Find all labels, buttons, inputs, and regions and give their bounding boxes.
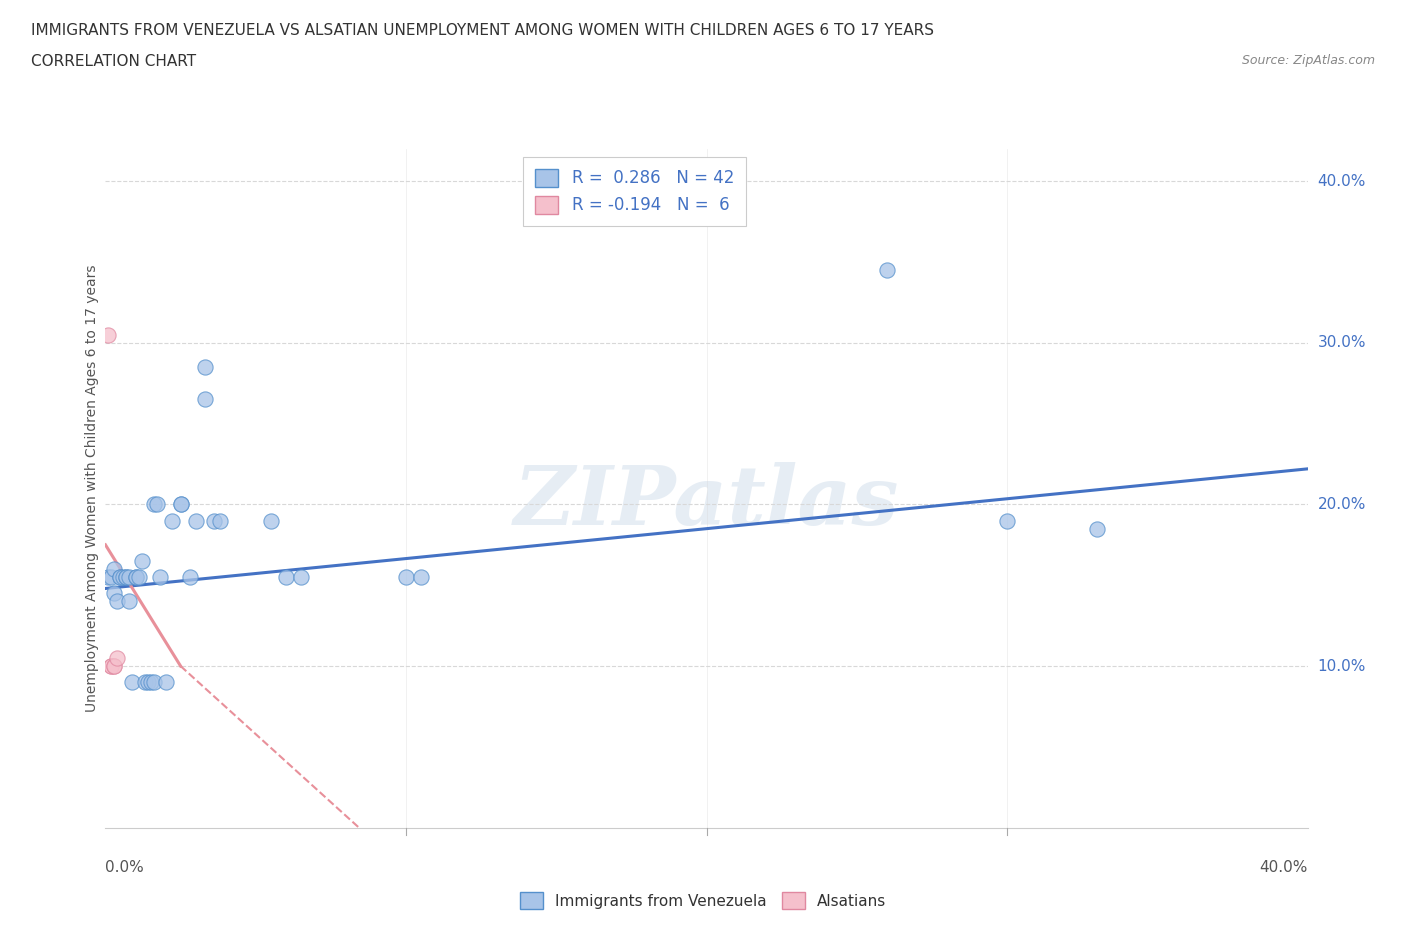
- Point: [155, 675, 177, 690]
- Point: [208, 513, 231, 528]
- Point: [97, 570, 120, 585]
- Point: [148, 570, 170, 585]
- Point: [124, 570, 146, 585]
- Point: [1085, 521, 1108, 536]
- Text: 0.0%: 0.0%: [105, 860, 145, 875]
- Point: [184, 513, 207, 528]
- Text: CORRELATION CHART: CORRELATION CHART: [31, 54, 195, 69]
- Point: [115, 570, 138, 585]
- Point: [118, 594, 141, 609]
- Point: [395, 570, 418, 585]
- Point: [202, 513, 225, 528]
- Point: [103, 658, 125, 673]
- Point: [136, 675, 159, 690]
- Point: [103, 658, 125, 673]
- Point: [260, 513, 283, 528]
- Point: [274, 570, 297, 585]
- Point: [139, 675, 162, 690]
- Point: [100, 570, 122, 585]
- Point: [134, 675, 156, 690]
- Point: [100, 658, 122, 673]
- Legend: Immigrants from Venezuela, Alsatians: Immigrants from Venezuela, Alsatians: [513, 886, 893, 915]
- Point: [290, 570, 312, 585]
- Point: [409, 570, 432, 585]
- Point: [121, 675, 143, 690]
- Point: [160, 513, 183, 528]
- Point: [995, 513, 1018, 528]
- Point: [107, 651, 129, 666]
- Point: [97, 327, 120, 342]
- Text: IMMIGRANTS FROM VENEZUELA VS ALSATIAN UNEMPLOYMENT AMONG WOMEN WITH CHILDREN AGE: IMMIGRANTS FROM VENEZUELA VS ALSATIAN UN…: [31, 23, 934, 38]
- Text: 40.0%: 40.0%: [1260, 860, 1308, 875]
- Point: [128, 570, 150, 585]
- Point: [118, 570, 141, 585]
- Point: [131, 553, 153, 568]
- Point: [145, 497, 167, 512]
- Text: 30.0%: 30.0%: [1317, 336, 1365, 351]
- Point: [194, 392, 217, 406]
- Point: [194, 360, 217, 375]
- Point: [110, 570, 132, 585]
- Point: [112, 570, 135, 585]
- Point: [100, 658, 122, 673]
- Point: [169, 497, 191, 512]
- Text: 10.0%: 10.0%: [1317, 658, 1365, 673]
- Text: ZIPatlas: ZIPatlas: [513, 462, 900, 542]
- Point: [169, 497, 191, 512]
- Legend: R =  0.286   N = 42, R = -0.194   N =  6: R = 0.286 N = 42, R = -0.194 N = 6: [523, 157, 745, 226]
- Point: [110, 570, 132, 585]
- Text: 40.0%: 40.0%: [1317, 174, 1365, 189]
- Text: 20.0%: 20.0%: [1317, 497, 1365, 512]
- Point: [142, 675, 165, 690]
- Point: [124, 570, 146, 585]
- Point: [103, 586, 125, 601]
- Y-axis label: Unemployment Among Women with Children Ages 6 to 17 years: Unemployment Among Women with Children A…: [84, 264, 98, 712]
- Point: [103, 562, 125, 577]
- Point: [179, 570, 201, 585]
- Point: [876, 262, 898, 277]
- Text: Source: ZipAtlas.com: Source: ZipAtlas.com: [1241, 54, 1375, 67]
- Point: [115, 570, 138, 585]
- Point: [142, 497, 165, 512]
- Point: [107, 594, 129, 609]
